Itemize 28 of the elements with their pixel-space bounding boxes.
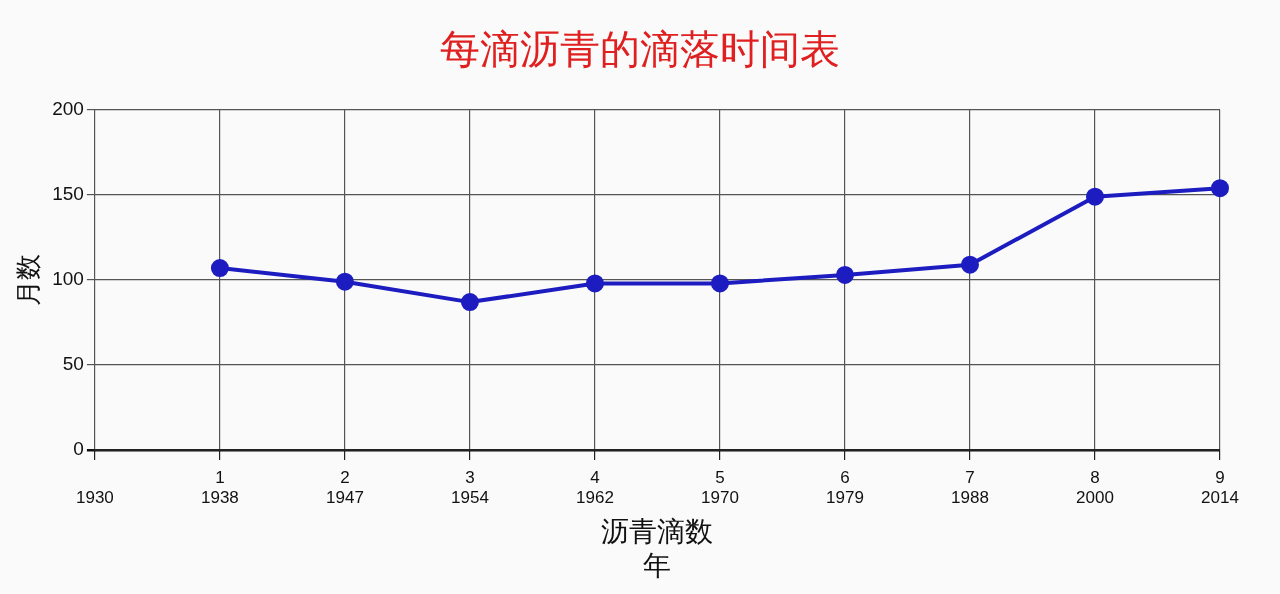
y-tick-label: 0: [73, 438, 84, 460]
x-tick-label: 8 2000: [1076, 467, 1114, 508]
point: [835, 265, 854, 284]
y-tick-label: 200: [52, 98, 84, 120]
x-tick-label: 1 1938: [201, 467, 239, 508]
y-tick-label: 100: [52, 268, 84, 290]
y-tick-label: 50: [62, 353, 84, 375]
x-axis-title: 沥青滴数: [601, 516, 714, 548]
x-tick-label: 4 1962: [576, 467, 614, 508]
x-tick-label: 7 1988: [951, 467, 989, 508]
point: [585, 274, 604, 293]
point: [960, 255, 979, 274]
chart-title: 每滴沥青的滴落时间表: [439, 25, 841, 74]
text: 年: [643, 549, 672, 581]
point: [335, 272, 354, 291]
point: [1211, 179, 1229, 198]
x-tick-label: 6 1979: [826, 467, 864, 508]
x-tick-label: 5 1970: [701, 467, 739, 508]
x-tick-label: 2 1947: [326, 467, 364, 508]
point: [1085, 187, 1104, 206]
point: [210, 259, 229, 278]
y-axis-title: 月数: [12, 254, 43, 306]
x-tick-label: 9 2014: [1201, 467, 1239, 508]
point: [710, 274, 729, 293]
point: [460, 293, 479, 312]
x-tick-label: 3 1954: [451, 467, 489, 508]
x-tick-label: 1930: [75, 488, 114, 508]
y-tick-label: 150: [52, 183, 84, 205]
